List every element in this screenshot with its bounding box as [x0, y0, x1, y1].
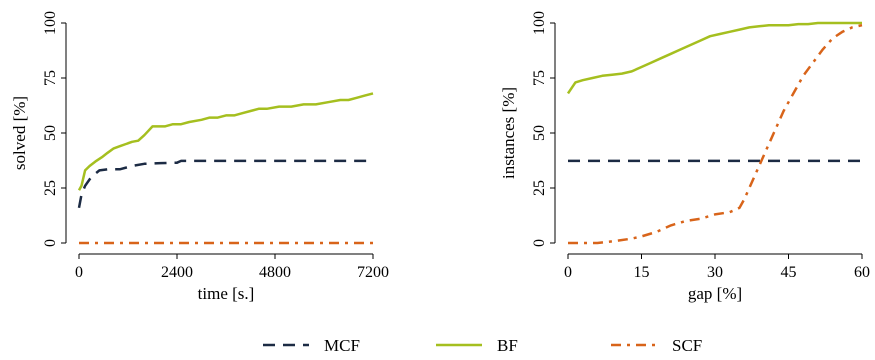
y-tick-label: 75 [42, 70, 59, 86]
x-tick-label: 45 [781, 264, 797, 281]
y-tick-label: 25 [42, 180, 59, 196]
legend-item-scf: SCF [611, 336, 702, 355]
legend-item-mcf: MCF [263, 336, 360, 355]
y-tick-label: 0 [42, 239, 59, 247]
series-line-mcf [77, 159, 373, 209]
x-tick-label: 0 [564, 264, 572, 281]
x-tick-label: 15 [634, 264, 650, 281]
chart-instances-vs-gap: 0 25 50 75 100 0 15 30 45 60 gap [%] instances [%] [499, 11, 870, 303]
y-tick-label: 100 [42, 11, 59, 35]
y-tick-label: 75 [531, 70, 548, 86]
y-tick-label: 50 [42, 125, 59, 141]
series-line-scf [568, 23, 863, 245]
legend-label: MCF [324, 336, 360, 355]
x-tick-label: 7200 [357, 264, 389, 281]
y-axis-label: instances [%] [499, 87, 518, 179]
chart-solved-vs-time: 0 25 50 75 100 0 2400 4800 7200 time [s.] solved [… [10, 11, 389, 303]
x-tick-label: 4800 [259, 264, 291, 281]
legend-item-bf: BF [436, 336, 518, 355]
legend-label: SCF [672, 336, 702, 355]
y-tick-label: 0 [531, 239, 548, 247]
y-tick-label: 25 [531, 180, 548, 196]
x-axis-label: time [s.] [198, 284, 255, 303]
x-tick-label: 2400 [161, 264, 193, 281]
legend: MCF BF SCF [263, 336, 702, 355]
x-axis-label: gap [%] [688, 284, 742, 303]
series-line-bf [77, 92, 374, 191]
x-tick-label: 30 [707, 264, 723, 281]
series-line-bf [566, 21, 862, 95]
y-tick-label: 50 [531, 125, 548, 141]
y-axis-label: solved [%] [10, 96, 29, 170]
legend-label: BF [497, 336, 518, 355]
y-tick-label: 100 [531, 11, 548, 35]
x-tick-label: 60 [854, 264, 870, 281]
x-tick-label: 0 [75, 264, 83, 281]
